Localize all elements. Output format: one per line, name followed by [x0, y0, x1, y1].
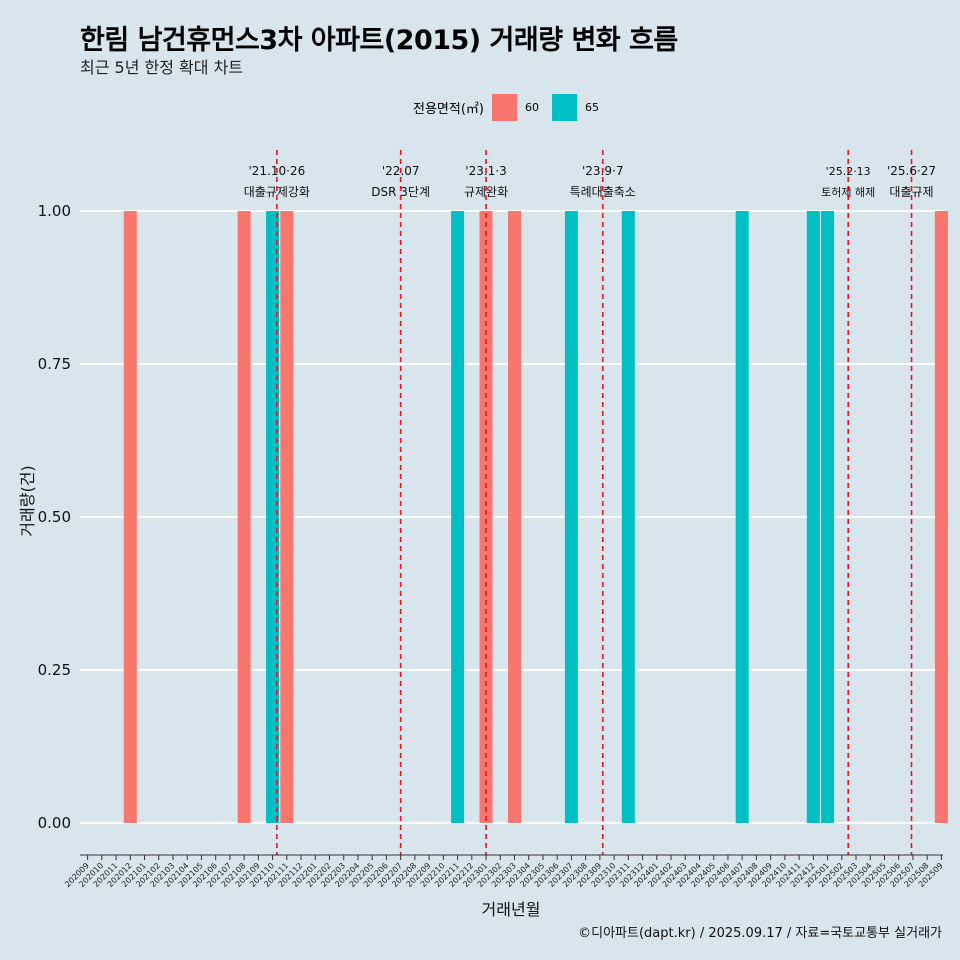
event-date: '23.9·7	[582, 164, 623, 178]
y-tick-label: 0.25	[38, 661, 71, 679]
y-tick-label: 0.75	[38, 355, 71, 373]
legend-swatch-60	[491, 93, 517, 121]
bar-60-202301	[479, 211, 493, 823]
event-date: '23.1·3	[465, 164, 506, 178]
bar-65-202311	[621, 211, 635, 823]
bar-65-202407	[735, 211, 749, 823]
bar-65-202501	[821, 211, 835, 823]
event-label: 토허제 해제	[821, 185, 875, 199]
bar-60-202509	[934, 211, 948, 823]
legend-label-65: 65	[584, 100, 599, 114]
legend-title: 전용면적(㎡)	[413, 101, 484, 117]
chart-title: 한림 남건휴먼스3차 아파트(2015) 거래량 변화 흐름	[80, 25, 678, 56]
bar-65-202307	[564, 211, 578, 823]
event-label: 대출규제	[889, 185, 933, 199]
source-caption: ©디아파트(dapt.kr) / 2025.09.17 / 자료=국토교통부 실…	[578, 926, 942, 941]
event-label: 대출규제강화	[244, 185, 310, 199]
event-date: '22.07	[382, 164, 420, 178]
bar-65-202412	[806, 211, 820, 823]
chart-subtitle: 최근 5년 한정 확대 차트	[80, 58, 244, 77]
bar-65-202110	[266, 211, 280, 823]
legend: 전용면적(㎡) 60 65	[413, 93, 612, 121]
event-date: '25.2·13	[826, 165, 871, 178]
y-tick-label: 1.00	[38, 202, 71, 220]
bar-60-202012	[123, 211, 137, 823]
event-date: '21.10·26	[248, 164, 305, 178]
y-axis-title: 거래량(건)	[18, 465, 37, 536]
event-label: 특례대출축소	[570, 185, 636, 199]
bar-65-202211	[451, 211, 465, 823]
legend-swatch-65	[551, 93, 577, 121]
bar-60-202303	[508, 211, 521, 823]
x-axis-title: 거래년월	[482, 900, 541, 919]
event-label: 규제완화	[464, 185, 508, 199]
y-tick-label: 0.00	[38, 814, 71, 832]
bar-60-202111	[280, 211, 294, 823]
legend-label-60: 60	[524, 100, 539, 114]
bar-60-202108	[237, 211, 251, 823]
y-tick-label: 0.50	[38, 508, 71, 526]
event-date: '25.6·27	[887, 164, 936, 178]
event-label: DSR 3단계	[371, 185, 430, 199]
